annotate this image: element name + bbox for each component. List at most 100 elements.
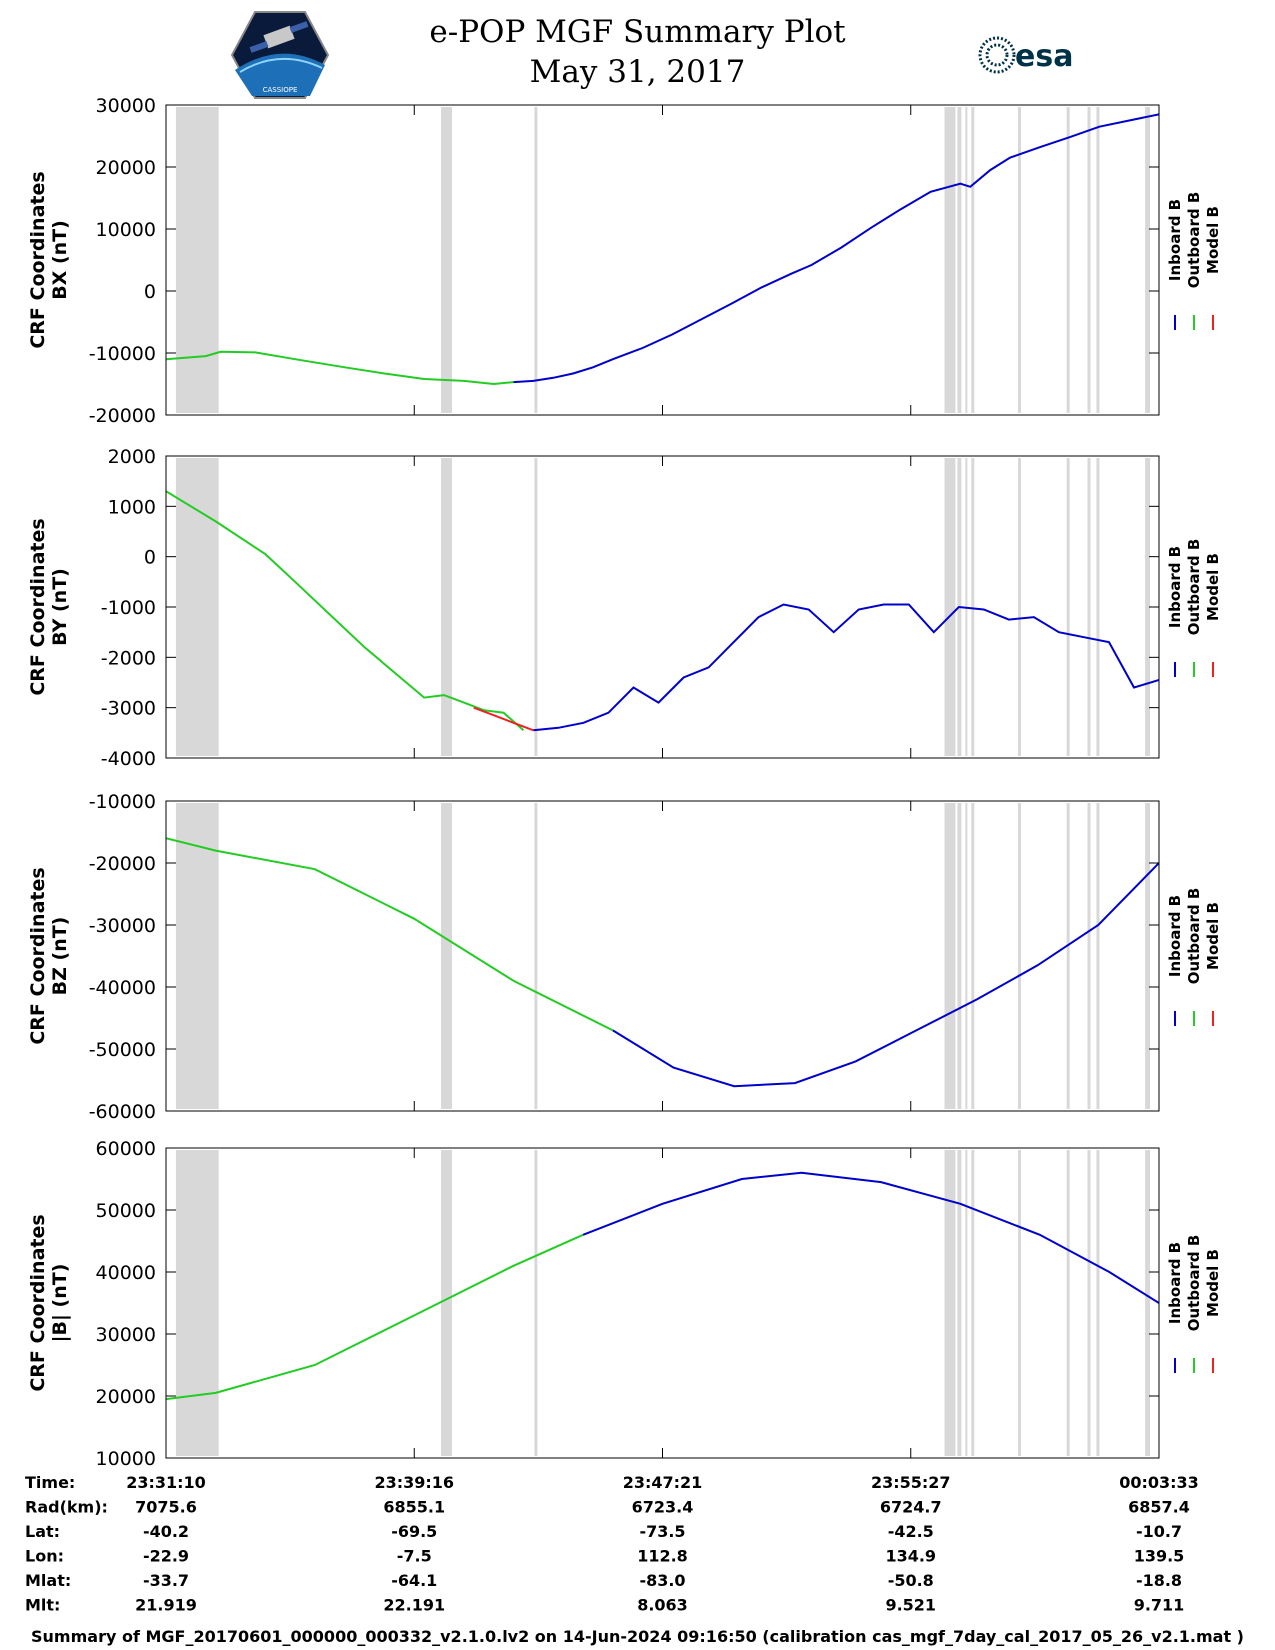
cassiope-logo-icon: CASSIOPE: [230, 11, 330, 99]
y-axis-label-line-1: CRF Coordinates: [27, 518, 49, 695]
legend-label: Outboard B: [1185, 1235, 1203, 1332]
series-group: [166, 490, 1159, 732]
table-cell: 23:55:27: [871, 1473, 951, 1492]
y-tick-label: 60000: [96, 1138, 156, 1160]
table-cell: 23:31:10: [126, 1473, 206, 1492]
data-gap-band: [534, 107, 538, 413]
table-cell: 6724.7: [880, 1498, 942, 1517]
series-line-outboard-b: [166, 837, 614, 1032]
series-line-outboard-b: [166, 490, 525, 732]
data-gap-shading: [175, 1150, 1151, 1456]
data-gap-band: [1087, 458, 1091, 756]
data-gap-band: [1017, 803, 1021, 1109]
data-gap-band: [1096, 458, 1100, 756]
y-axis-label-line-1: CRF Coordinates: [27, 1214, 49, 1391]
y-axis-label-line-2: |B| (nT): [49, 1264, 71, 1343]
data-gap-band: [1087, 1150, 1091, 1456]
data-gap-band: [1066, 458, 1070, 756]
data-gap-band: [534, 1150, 538, 1456]
y-tick-label: 2000: [108, 446, 156, 468]
y-tick-label: 40000: [96, 1262, 156, 1284]
cassiope-logo-text: CASSIOPE: [263, 86, 298, 94]
y-tick-label: 30000: [96, 1324, 156, 1346]
table-cell: -33.7: [143, 1571, 189, 1590]
y-tick-label: -50000: [89, 1039, 156, 1061]
table-cell: 139.5: [1134, 1547, 1185, 1566]
series-line-outboard-b: [166, 350, 514, 386]
table-cell: 21.919: [135, 1596, 197, 1615]
series-line-inboard-b: [612, 862, 1159, 1088]
data-gap-band: [1066, 1150, 1070, 1456]
table-cell: -10.7: [1136, 1522, 1182, 1541]
data-gap-band: [1066, 107, 1070, 413]
data-gap-band: [944, 1150, 956, 1456]
legend-label: Outboard B: [1185, 888, 1203, 985]
series-group: [166, 837, 1159, 1088]
table-row-label: Mlat:: [25, 1571, 71, 1590]
y-tick-label: -60000: [89, 1101, 156, 1123]
plot-frame: [165, 800, 1160, 1112]
table-cell: 7075.6: [135, 1498, 197, 1517]
y-tick-label: -2000: [101, 647, 156, 669]
y-axis-label: CRF CoordinatesBZ (nT): [27, 867, 71, 1044]
legend-label: Inboard B: [1166, 199, 1184, 281]
legend: Inboard B Outboard B Model B: [1166, 1235, 1222, 1373]
data-gap-band: [957, 107, 962, 413]
table-cell: 22.191: [383, 1596, 445, 1615]
table-cell: 00:03:33: [1119, 1473, 1199, 1492]
legend-label: Model B: [1204, 553, 1222, 621]
series-line-inboard-b: [533, 603, 1159, 732]
data-gap-band: [971, 107, 975, 413]
series-line-outboard-b: [166, 1233, 584, 1401]
data-gap-band: [1017, 107, 1021, 413]
data-gap-band: [1145, 1150, 1151, 1456]
y-tick-label: 50000: [96, 1200, 156, 1222]
y-axis-label-line-2: BZ (nT): [49, 917, 71, 996]
y-tick-label: -30000: [89, 915, 156, 937]
legend-label: Inboard B: [1166, 895, 1184, 977]
data-gap-band: [175, 1150, 219, 1456]
y-tick-label: 20000: [96, 157, 156, 179]
y-tick-label: -1000: [101, 597, 156, 619]
table-cell: -18.8: [1136, 1571, 1182, 1590]
y-tick-label: 20000: [96, 1386, 156, 1408]
data-gap-band: [1017, 1150, 1021, 1456]
panel-bx: 30000 20000 10000 0 -10000 -20000 CRF Coordina…: [27, 95, 1222, 427]
series-line-inboard-b: [513, 113, 1159, 384]
footer-caption: Summary of MGF_20170601_000000_000332_v2…: [31, 1627, 1244, 1646]
legend-label: Inboard B: [1166, 1242, 1184, 1324]
data-gap-band: [175, 803, 219, 1109]
table-cell: 8.063: [637, 1596, 688, 1615]
table-cell: 23:47:21: [623, 1473, 703, 1492]
plot-frame: [165, 104, 1160, 416]
y-tick-label: -20000: [89, 405, 156, 427]
data-gap-band: [1145, 803, 1151, 1109]
y-axis-label-line-1: CRF Coordinates: [27, 867, 49, 1044]
legend-label: Model B: [1204, 206, 1222, 274]
table-cell: 6857.4: [1128, 1498, 1190, 1517]
table-cell: 9.521: [885, 1596, 936, 1615]
table-cell: 134.9: [885, 1547, 936, 1566]
series-group: [166, 1171, 1159, 1401]
plot-frame: [165, 455, 1160, 759]
data-gap-band: [1087, 107, 1091, 413]
data-gap-band: [441, 1150, 452, 1456]
table-row-label: Mlt:: [25, 1596, 60, 1615]
data-gap-band: [1066, 803, 1070, 1109]
data-gap-band: [1096, 803, 1100, 1109]
data-gap-band: [971, 803, 975, 1109]
y-tick-label: 10000: [96, 219, 156, 241]
y-tick-label: -20000: [89, 853, 156, 875]
y-axis-label-line-2: BX (nT): [49, 220, 71, 300]
table-cell: -50.8: [888, 1571, 934, 1590]
data-gap-band: [944, 107, 956, 413]
data-gap-band: [965, 107, 968, 413]
data-gap-band: [441, 107, 452, 413]
data-gap-shading: [175, 458, 1151, 756]
table-cell: -69.5: [391, 1522, 437, 1541]
data-gap-band: [441, 803, 452, 1109]
data-gap-band: [534, 803, 538, 1109]
data-gap-band: [1096, 1150, 1100, 1456]
orbit-info-table: Time: Rad(km): Lat: Lon: Mlat: Mlt: 23:31:10 70…: [25, 1473, 1199, 1615]
